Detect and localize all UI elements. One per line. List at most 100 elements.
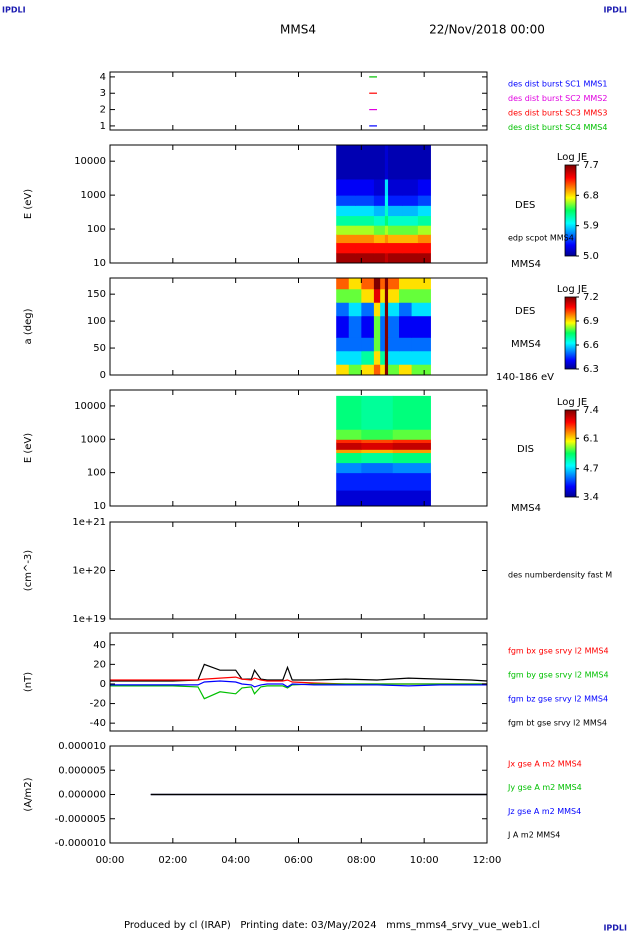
heatmap-cell xyxy=(336,288,350,303)
heatmap-cell xyxy=(380,337,386,352)
y-tick-label: 20 xyxy=(93,659,106,670)
legend-label: des dist burst SC4 MMS4 xyxy=(508,123,607,132)
heatmap-cell xyxy=(384,242,389,254)
colorbar-tick-label: 5.0 xyxy=(583,251,599,262)
x-tick-label: 12:00 xyxy=(473,855,502,866)
x-tick-label: 02:00 xyxy=(158,855,187,866)
heatmap-cell xyxy=(361,452,394,464)
heatmap-cell xyxy=(348,315,362,338)
heatmap-cell xyxy=(336,350,350,365)
colorbar-tick-label: 7.7 xyxy=(583,160,599,171)
heatmap-cell xyxy=(373,225,386,235)
heatmap-cell xyxy=(388,315,400,338)
heatmap-cell xyxy=(373,302,381,317)
heatmap-cell xyxy=(411,337,431,352)
y-tick-label: 0 xyxy=(100,370,106,381)
heatmap-cell xyxy=(336,145,356,180)
heatmap-cell xyxy=(388,350,400,365)
x-tick-label: 08:00 xyxy=(347,855,376,866)
heatmap-cell xyxy=(336,462,362,474)
heatmap-cell xyxy=(373,215,386,226)
y-tick-label: -0.000010 xyxy=(55,838,106,849)
y-tick-label: 1000 xyxy=(81,434,106,445)
heatmap-cell xyxy=(373,364,381,375)
y-tick-label: 3 xyxy=(100,88,106,99)
heatmap-cell xyxy=(384,215,389,226)
heatmap-cell xyxy=(384,145,389,180)
heatmap-cell xyxy=(380,364,386,375)
heatmap-cell xyxy=(336,442,362,450)
y-axis-title: (nT) xyxy=(23,672,34,692)
heatmap-cell xyxy=(336,195,356,206)
heatmap-cell xyxy=(417,225,431,235)
heatmap-cell xyxy=(384,302,389,317)
plot-area xyxy=(336,395,431,506)
logo: IPDLI xyxy=(603,924,627,933)
heatmap-cell xyxy=(388,242,403,254)
heatmap-cell xyxy=(417,178,431,196)
legend-label: Jz gse A m2 MMS4 xyxy=(507,807,581,816)
y-tick-label: 1e+19 xyxy=(72,614,106,625)
y-tick-label: 10000 xyxy=(74,156,106,167)
colorbar-title: Log JE xyxy=(557,284,587,295)
heatmap-cell xyxy=(373,278,381,290)
colorbar-tick-label: 7.2 xyxy=(583,292,599,303)
panel: 1e+19 1e+20 1e+21 (cm^-3) des numberdensity … xyxy=(23,517,612,625)
colorbar-tick-label: 7.4 xyxy=(583,405,599,416)
heatmap-cell xyxy=(388,364,400,375)
heatmap-cell xyxy=(417,215,431,226)
data-line xyxy=(110,680,487,688)
heatmap-cell xyxy=(392,429,431,440)
heatmap-cell xyxy=(384,195,389,206)
heatmap-cell xyxy=(336,252,356,263)
colorbar-title: Log JE xyxy=(557,152,587,163)
y-tick-label: 100 xyxy=(87,224,106,235)
heatmap-cell xyxy=(336,364,350,375)
heatmap-cell xyxy=(336,490,362,506)
legend-label: J A m2 MMS4 xyxy=(507,831,560,840)
plot-area xyxy=(369,76,377,127)
heatmap-cell xyxy=(355,242,375,254)
colorbar-tick-label: 6.3 xyxy=(583,364,599,375)
y-tick-label: 0.000005 xyxy=(58,765,106,776)
heatmap-cell xyxy=(361,429,394,440)
heatmap-cell xyxy=(417,145,431,180)
colorbar-tick-label: 4.7 xyxy=(583,464,599,475)
heatmap-cell xyxy=(373,288,381,303)
heatmap-cell xyxy=(373,337,381,352)
heatmap-cell xyxy=(417,195,431,206)
heatmap-cell xyxy=(402,195,419,206)
heatmap-cell xyxy=(373,195,386,206)
heatmap-cell xyxy=(380,302,386,317)
heatmap-cell xyxy=(348,278,362,290)
panel: 1 2 3 4 des dist burst SC1 MMS1 des dist burs… xyxy=(100,71,607,132)
heatmap-cell xyxy=(380,288,386,303)
heatmap-cell xyxy=(373,145,386,180)
heatmap-cell xyxy=(411,288,431,303)
legend-label: des dist burst SC1 MMS1 xyxy=(508,80,607,89)
heatmap-cell xyxy=(399,364,413,375)
heatmap-cell xyxy=(384,337,389,352)
logo: IPDLI xyxy=(603,6,627,15)
panel: Log JE 6.3 6.6 6.9 7.2 0 50 100 150 a (deg) DES MMS… xyxy=(23,277,599,383)
heatmap-cell xyxy=(348,337,362,352)
y-tick-label: 1000 xyxy=(81,190,106,201)
heatmap-cell xyxy=(384,350,389,365)
heatmap-cell xyxy=(384,315,389,338)
heatmap-cell xyxy=(388,252,403,263)
heatmap-cell xyxy=(384,225,389,235)
heatmap-cell xyxy=(402,215,419,226)
heatmap-cell xyxy=(388,178,403,196)
heatmap-cell xyxy=(388,215,403,226)
panel-frame xyxy=(109,521,488,620)
heatmap-cell xyxy=(361,472,394,491)
y-tick-label: -20 xyxy=(90,699,106,710)
colorbar-tick-label: 6.8 xyxy=(583,190,599,201)
x-tick-label: 06:00 xyxy=(284,855,313,866)
heatmap-cell xyxy=(392,490,431,506)
heatmap-cell xyxy=(417,205,431,217)
legend-label: fgm bx gse srvy l2 MMS4 xyxy=(508,647,609,656)
heatmap-cell xyxy=(399,315,413,338)
plot-area xyxy=(336,145,431,263)
